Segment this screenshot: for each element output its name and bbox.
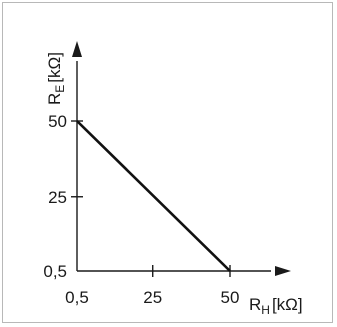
x-tick-label: 50 <box>221 288 240 307</box>
series-line <box>76 120 231 272</box>
x-axis-arrow <box>275 266 291 276</box>
x-tick-label: 25 <box>143 288 162 307</box>
figure-frame: 0,5 25 50 0,5 25 50 RE[kΩ] RH [kΩ] <box>2 2 333 323</box>
x-tick-label: 0,5 <box>65 288 89 307</box>
y-axis-arrow <box>72 41 82 57</box>
chart: 0,5 25 50 0,5 25 50 RE[kΩ] RH [kΩ] <box>43 41 303 317</box>
y-axis-label: RE[kΩ] <box>45 52 67 105</box>
x-axis-label: RH [kΩ] <box>249 295 303 317</box>
y-tick-label: 50 <box>48 112 67 131</box>
y-tick-label: 25 <box>48 188 67 207</box>
y-tick-label: 0,5 <box>43 262 67 281</box>
